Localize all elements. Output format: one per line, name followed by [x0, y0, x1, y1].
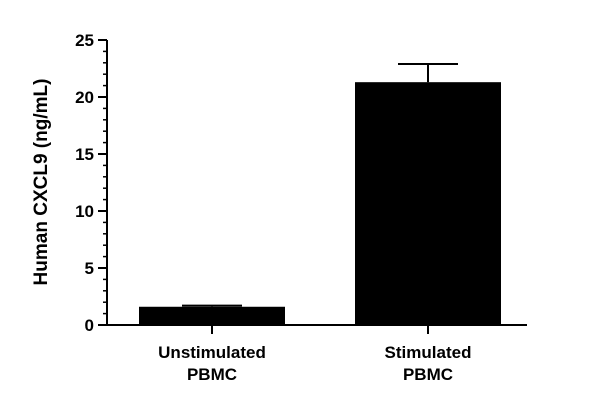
- error-bar: [182, 304, 242, 307]
- y-tick-label: 25: [75, 31, 94, 50]
- bar: [355, 82, 501, 326]
- y-tick-label: 15: [75, 145, 94, 164]
- y-tick-label: 0: [85, 316, 94, 335]
- bar: [139, 306, 285, 325]
- x-tick-label-line: Unstimulated: [158, 343, 266, 362]
- y-tick-label: 20: [75, 88, 94, 107]
- bars: [139, 62, 501, 326]
- x-tick-label-line: PBMC: [403, 365, 453, 384]
- x-tick-label: Unstimulated PBMC: [158, 343, 266, 384]
- error-bar: [398, 62, 458, 83]
- y-tick-label: 10: [75, 202, 94, 221]
- y-axis: 0 5 10 15 20 25: [75, 31, 108, 335]
- x-tick-label-line: Stimulated: [385, 343, 472, 362]
- x-tick-label-line: PBMC: [187, 365, 237, 384]
- x-axis: Unstimulated PBMC Stimulated PBMC: [106, 324, 527, 384]
- x-tick-label: Stimulated PBMC: [385, 343, 472, 384]
- y-axis-title: Human CXCL9 (ng/mL): [31, 79, 52, 286]
- y-tick-label: 5: [85, 259, 94, 278]
